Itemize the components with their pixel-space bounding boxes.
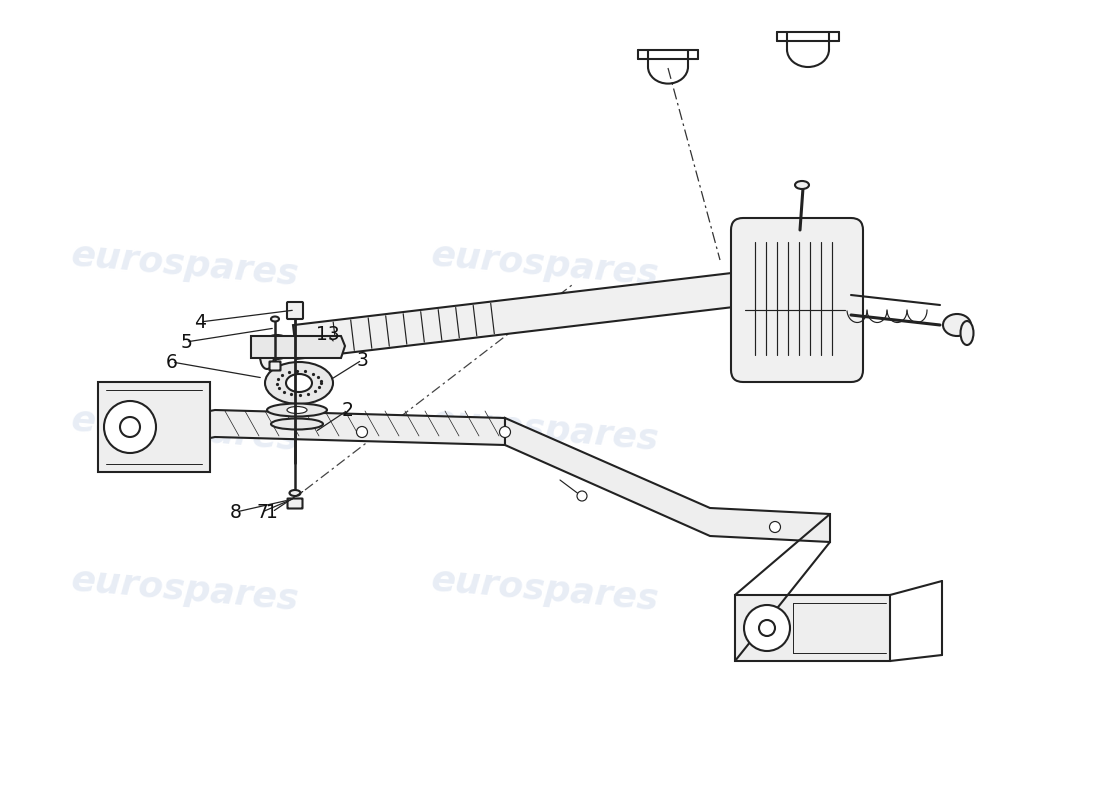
Polygon shape: [505, 418, 830, 542]
Ellipse shape: [262, 335, 292, 359]
Text: 3: 3: [356, 350, 367, 370]
FancyBboxPatch shape: [287, 498, 303, 509]
Circle shape: [744, 605, 790, 651]
Text: 4: 4: [194, 313, 206, 331]
Ellipse shape: [795, 181, 808, 189]
Ellipse shape: [267, 403, 327, 417]
Circle shape: [759, 620, 775, 636]
FancyBboxPatch shape: [732, 218, 864, 382]
Text: eurospares: eurospares: [430, 238, 660, 292]
Ellipse shape: [943, 314, 971, 336]
Text: eurospares: eurospares: [430, 403, 660, 457]
FancyBboxPatch shape: [98, 382, 210, 472]
Circle shape: [578, 491, 587, 501]
FancyBboxPatch shape: [287, 302, 303, 319]
Text: 5: 5: [180, 333, 191, 351]
Ellipse shape: [265, 362, 333, 404]
Ellipse shape: [271, 317, 279, 322]
Circle shape: [356, 426, 367, 438]
Polygon shape: [122, 410, 505, 468]
Text: 8: 8: [230, 502, 242, 522]
Circle shape: [770, 522, 781, 533]
Polygon shape: [293, 265, 802, 359]
Ellipse shape: [289, 490, 300, 496]
Text: eurospares: eurospares: [430, 563, 660, 617]
Text: 6: 6: [166, 353, 178, 371]
FancyBboxPatch shape: [735, 595, 890, 661]
Text: 13: 13: [316, 326, 340, 345]
Circle shape: [120, 417, 140, 437]
Text: 2: 2: [342, 401, 354, 419]
Ellipse shape: [260, 343, 274, 369]
Ellipse shape: [287, 406, 307, 414]
Text: eurospares: eurospares: [69, 563, 300, 617]
FancyBboxPatch shape: [270, 362, 280, 370]
Polygon shape: [251, 336, 345, 358]
Text: eurospares: eurospares: [69, 238, 300, 292]
Ellipse shape: [960, 321, 974, 345]
Circle shape: [104, 401, 156, 453]
Ellipse shape: [271, 418, 323, 430]
Circle shape: [499, 426, 510, 438]
Text: eurospares: eurospares: [69, 403, 300, 457]
Ellipse shape: [286, 374, 312, 392]
Text: 7: 7: [256, 502, 268, 522]
Text: 1: 1: [266, 502, 278, 522]
